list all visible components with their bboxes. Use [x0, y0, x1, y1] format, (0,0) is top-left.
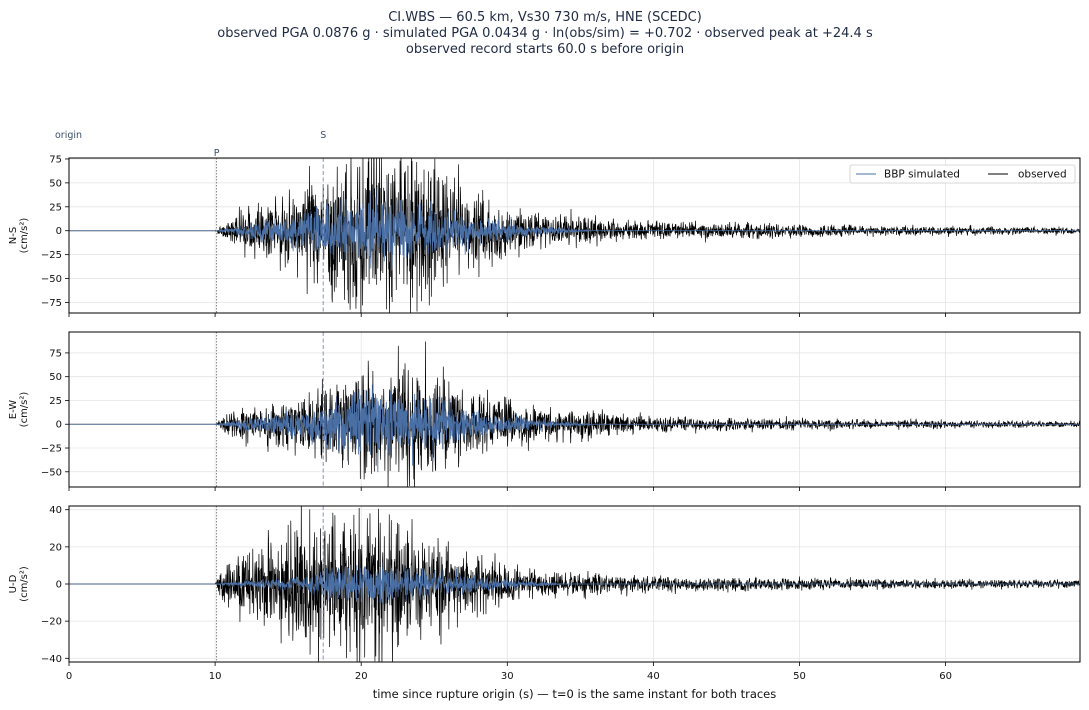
x-tick-label: 60: [939, 671, 952, 682]
y-tick-label: −50: [41, 467, 62, 478]
x-tick-label: 30: [501, 671, 514, 682]
y-tick-label: −25: [41, 250, 62, 261]
panel-frame: [68, 331, 1081, 488]
observed-trace: [69, 341, 1080, 487]
figure-title-line-1: CI.WBS — 60.5 km, Vs30 730 m/s, HNE (SCE…: [388, 10, 702, 25]
y-tick-label: −50: [41, 274, 62, 285]
y-axis-label: U-D: [8, 574, 19, 593]
phase-annotation-origin: origin: [55, 130, 82, 141]
x-tick-label: 10: [209, 671, 222, 682]
y-tick-label: 40: [49, 505, 62, 516]
panel-frame: [68, 157, 1081, 314]
y-tick-label: −75: [41, 298, 62, 309]
legend: BBP simulated observed: [849, 164, 1076, 184]
legend-box: [849, 164, 1076, 184]
simulated-trace: [69, 562, 1080, 605]
y-tick-label: 20: [49, 542, 62, 553]
y-axis-label: (cm/s²): [19, 392, 30, 428]
y-axis-label: N-S: [8, 227, 19, 244]
y-tick-label: −40: [41, 654, 62, 665]
simulated-trace: [69, 384, 1080, 473]
legend-label-simulated: BBP simulated: [884, 169, 960, 181]
y-tick-label: 0: [56, 580, 62, 591]
y-tick-label: 75: [49, 154, 62, 165]
y-tick-label: 25: [49, 396, 62, 407]
y-tick-label: 50: [49, 372, 62, 383]
observed-trace: [69, 506, 1080, 662]
panel-e-w: −50 −25 0 25 50 75 E-W (cm/s²): [8, 331, 1081, 491]
x-tick-label: 20: [355, 671, 368, 682]
y-tick-label: −20: [41, 617, 62, 628]
phase-annotation-P: P: [214, 148, 220, 159]
simulated-trace: [69, 179, 1080, 271]
y-tick-label: 50: [49, 178, 62, 189]
legend-label-observed: observed: [1018, 169, 1067, 181]
panel-u-d: −40 −20 0 20 40 U-D (cm/s²) 0 10 20 30 40 50 60 time s…: [8, 505, 1081, 701]
figure-title-line-2: observed PGA 0.0876 g · simulated PGA 0.…: [217, 26, 873, 41]
y-tick-label: 0: [56, 226, 62, 237]
x-tick-label: 50: [793, 671, 806, 682]
panel-n-s: −75 −50 −25 0 25 50 75 N-S (cm/s²) origin P S BBP si…: [8, 130, 1081, 317]
y-tick-label: 25: [49, 202, 62, 213]
y-axis-label: (cm/s²): [19, 566, 30, 602]
observed-trace: [69, 158, 1080, 313]
y-tick-label: 75: [49, 348, 62, 359]
y-tick-label: 0: [56, 420, 62, 431]
y-axis-label: (cm/s²): [19, 218, 30, 254]
phase-annotation-S: S: [320, 130, 326, 141]
y-tick-label: −25: [41, 444, 62, 455]
x-tick-label: 0: [66, 671, 72, 682]
x-tick-label: 40: [647, 671, 660, 682]
x-axis-label: time since rupture origin (s) — t=0 is t…: [373, 687, 777, 701]
y-axis-label: E-W: [8, 400, 19, 420]
figure-title-line-3: observed record starts 60.0 s before ori…: [406, 42, 684, 57]
